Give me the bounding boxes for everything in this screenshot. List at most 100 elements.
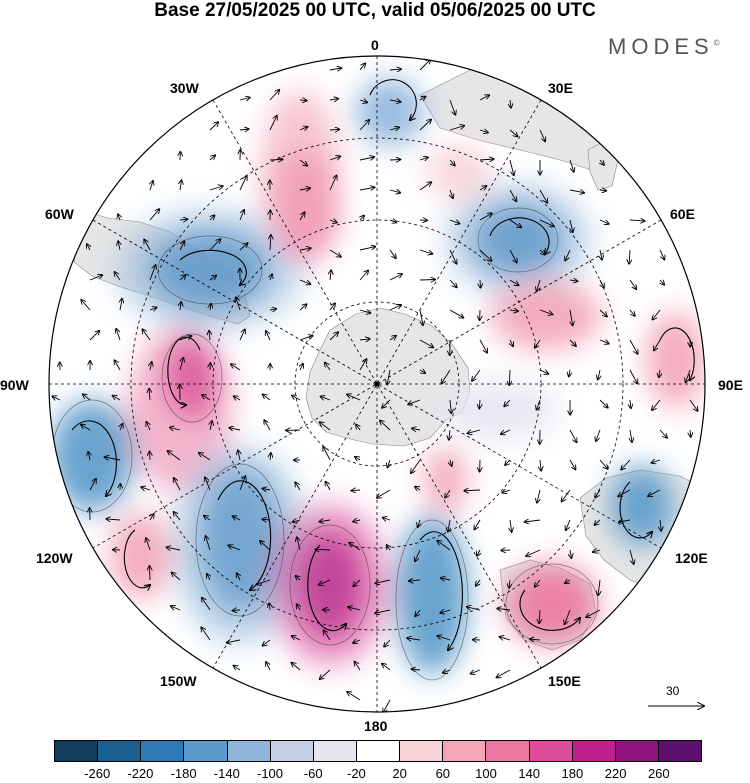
- wind-vector-arrow-icon: [477, 549, 480, 556]
- wind-vector-arrow-icon: [360, 216, 364, 221]
- wind-vector-arrow-icon: [353, 520, 361, 522]
- wind-vector-arrow-icon: [383, 518, 391, 520]
- wind-vector-arrow-icon: [409, 580, 421, 581]
- anomaly-neg-0: [356, 78, 424, 146]
- wind-vector-arrow-icon: [172, 573, 181, 581]
- wind-vector-arrow-icon: [419, 339, 433, 347]
- wind-vector-arrow-icon: [569, 369, 570, 377]
- wind-vector-arrow-icon: [535, 339, 541, 348]
- lon-label-0: 0: [371, 37, 379, 53]
- wind-vector-arrow-icon: [539, 370, 548, 374]
- wind-vector-arrow-icon: [570, 219, 573, 232]
- lon-label-150w: 150W: [160, 673, 197, 689]
- wind-vector-arrow-icon: [497, 669, 511, 677]
- wind-vector-arrow-icon: [389, 336, 396, 340]
- wind-vector-arrow-icon: [115, 360, 121, 371]
- wind-vectors: [52, 60, 697, 712]
- colorbar-swatch: [529, 741, 573, 761]
- wind-vector-arrow-icon: [569, 339, 576, 346]
- colorbar-swatch: [486, 741, 530, 761]
- colorbar-swatch: [270, 741, 314, 761]
- wind-vector-arrow-icon: [233, 610, 241, 611]
- wind-vector-arrow-icon: [270, 453, 271, 461]
- wind-vector-arrow-icon: [389, 127, 399, 130]
- wind-vector-arrow-icon: [593, 550, 601, 552]
- wind-vector-arrow-icon: [384, 639, 391, 647]
- colorbar-tick-label: -100: [256, 766, 284, 781]
- wind-vector-arrow-icon: [419, 97, 426, 101]
- wind-vector-arrow-icon: [505, 459, 511, 465]
- wind-vector-arrow-icon: [113, 396, 121, 401]
- wind-vector-arrow-icon: [619, 520, 631, 522]
- colorbar: [54, 740, 702, 762]
- wind-vector-arrow-icon: [441, 578, 451, 580]
- wind-vector-arrow-icon: [352, 490, 361, 491]
- wind-vector-arrow-icon: [319, 520, 331, 522]
- wind-vector-arrow-icon: [389, 305, 401, 311]
- map-border: [48, 55, 706, 713]
- wind-vector-arrow-icon: [598, 369, 600, 380]
- wind-vector-arrow-icon: [297, 604, 300, 611]
- wind-vector-arrow-icon: [239, 329, 245, 341]
- wind-vector-arrow-icon: [270, 235, 271, 251]
- wind-vector-arrow-icon: [359, 63, 365, 71]
- wind-vector-arrow-icon: [324, 630, 331, 641]
- wind-vector-arrow-icon: [629, 549, 634, 564]
- lon-label-90w: 90W: [0, 377, 29, 393]
- wind-vector-arrow-icon: [236, 297, 241, 311]
- wind-vector-arrow-icon: [437, 636, 451, 641]
- wind-vector-arrow-icon: [471, 670, 481, 674]
- wind-vector-arrow-icon: [569, 429, 577, 442]
- wind-vector-arrow-icon: [180, 180, 182, 191]
- wind-vector-arrow-icon: [449, 126, 464, 131]
- wind-vector-arrow-icon: [149, 389, 150, 401]
- anomaly-pos-90e: [646, 312, 705, 408]
- wind-vector-arrow-icon: [420, 309, 423, 325]
- wind-vector-arrow-icon: [502, 490, 511, 493]
- wind-vector-arrow-icon: [509, 279, 519, 285]
- wind-vector-arrow-icon: [239, 176, 247, 191]
- wind-vector-arrow-icon: [476, 579, 480, 586]
- wind-vector-arrow-icon: [179, 219, 187, 220]
- anomaly-neg-170e: [396, 515, 468, 675]
- wind-vector-arrow-icon: [329, 220, 337, 223]
- wind-vector-arrow-icon: [329, 68, 341, 70]
- colorbar-swatch: [615, 741, 659, 761]
- wind-vector-arrow-icon: [530, 639, 541, 640]
- map-disc: [49, 56, 705, 712]
- wind-vector-arrow-icon: [509, 369, 510, 385]
- wind-vector-arrow-icon: [418, 519, 420, 527]
- wind-vector-arrow-icon: [629, 220, 645, 221]
- colorbar-swatch: [313, 741, 357, 761]
- wind-vector-arrow-icon: [565, 249, 571, 261]
- wind-vector-arrow-icon: [179, 336, 191, 341]
- wind-vector-arrow-icon: [443, 670, 451, 673]
- wind-vector-arrow-icon: [263, 394, 271, 401]
- wind-vector-arrow-icon: [569, 280, 578, 281]
- wind-vector-arrow-icon: [262, 519, 271, 520]
- wind-vector-arrow-icon: [146, 422, 150, 431]
- wind-vector-arrow-icon: [353, 579, 361, 586]
- colorbar-swatch: [400, 741, 444, 761]
- wind-vector-arrow-icon: [618, 489, 631, 496]
- wind-vector-arrow-icon: [510, 519, 512, 532]
- wind-vector-arrow-icon: [450, 189, 453, 198]
- wind-vector-arrow-icon: [269, 116, 277, 131]
- wind-vector-arrow-icon: [120, 299, 122, 311]
- wind-vector-arrow-icon: [227, 640, 241, 643]
- wind-vector-arrow-icon: [501, 429, 511, 434]
- wind-vector-arrow-icon: [479, 95, 489, 101]
- wind-vector-arrow-icon: [600, 249, 602, 260]
- lon-label-150e: 150E: [548, 673, 581, 689]
- wind-vector-arrow-icon: [292, 395, 301, 401]
- wind-vector-arrow-icon: [329, 156, 340, 161]
- wind-vector-arrow-icon: [210, 215, 215, 220]
- wind-vector-arrow-icon: [323, 447, 331, 461]
- wind-vector-arrow-icon: [629, 309, 635, 316]
- colorbar-tick-label: 20: [392, 766, 407, 781]
- wind-vector-arrow-icon: [359, 187, 375, 190]
- wind-vector-arrow-icon: [348, 607, 361, 610]
- lon-label-30w: 30W: [170, 80, 199, 96]
- wind-vector-arrow-icon: [569, 459, 576, 470]
- wind-vector-arrow-icon: [509, 189, 516, 201]
